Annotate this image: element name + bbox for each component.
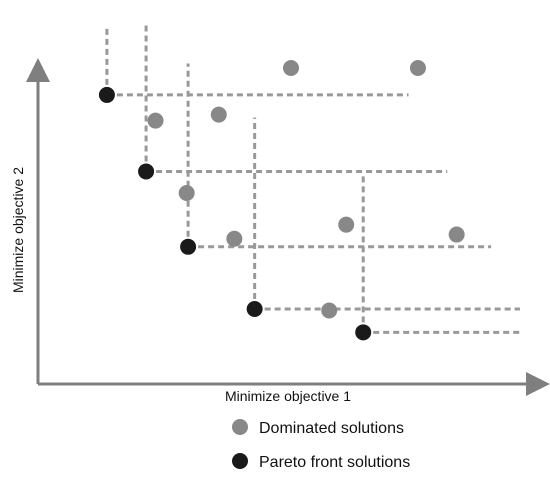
dominated-point-1 bbox=[409, 60, 426, 76]
dominated-point-2 bbox=[147, 112, 164, 129]
dominated-point-5 bbox=[338, 216, 355, 233]
x-axis-title: Minimize objective 1 bbox=[225, 388, 351, 404]
data-points bbox=[98, 60, 465, 341]
legend-label-dominated: Dominated solutions bbox=[259, 420, 404, 437]
y-axis-title: Minimize objective 2 bbox=[10, 167, 26, 293]
legend-label-pareto: Pareto front solutions bbox=[259, 454, 410, 471]
dominated-point-0 bbox=[282, 60, 299, 76]
pareto-point-1 bbox=[138, 163, 155, 180]
dominated-point-4 bbox=[178, 184, 195, 201]
pareto-point-0 bbox=[98, 86, 115, 103]
dominated-point-6 bbox=[226, 230, 243, 247]
dominated-point-8 bbox=[321, 302, 338, 319]
legend-marker-pareto bbox=[232, 453, 248, 469]
dominance-lines bbox=[105, 21, 520, 334]
pareto-point-3 bbox=[246, 300, 263, 317]
legend-marker-dominated bbox=[232, 419, 248, 435]
dominated-point-3 bbox=[210, 106, 227, 123]
legend: Dominated solutions Pareto front solutio… bbox=[232, 419, 410, 471]
pareto-point-2 bbox=[180, 238, 197, 255]
dominated-point-7 bbox=[448, 226, 465, 243]
pareto-point-4 bbox=[355, 324, 372, 341]
